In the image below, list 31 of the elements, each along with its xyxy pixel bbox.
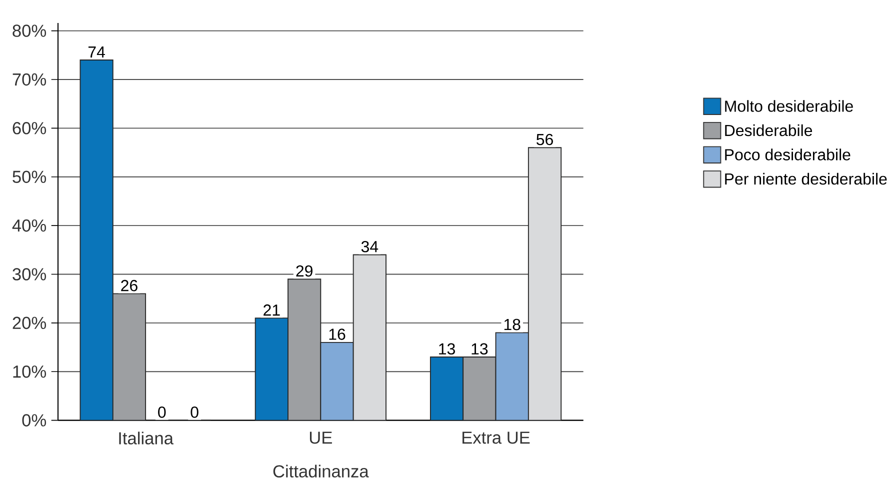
x-tick-label: UE: [310, 432, 332, 444]
y-tick-label: 10%: [13, 365, 46, 378]
bar: [352, 254, 386, 420]
x-axis-title: Cittadinanza: [273, 464, 369, 478]
data-label: 13: [472, 343, 488, 355]
y-tick-label: 20%: [12, 316, 46, 330]
data-label: 0: [158, 406, 166, 418]
x-tick-label: Italiana: [119, 432, 174, 444]
y-tick-label: 40%: [12, 219, 46, 232]
y-tick-label: 50%: [12, 170, 46, 183]
data-label: 26: [121, 280, 138, 292]
y-tick-label: 80%: [12, 24, 46, 37]
legend-label: Molto desiderabile: [725, 100, 853, 112]
data-label: 56: [536, 134, 553, 146]
data-label: 29: [296, 265, 312, 277]
data-label: 34: [361, 240, 378, 252]
y-tick-label: 60%: [12, 122, 46, 134]
data-label: 13: [439, 343, 455, 355]
legend-label: Poco desiderabile: [725, 148, 850, 160]
legend-label: Desiderabile: [725, 124, 812, 136]
data-label: 74: [88, 46, 105, 58]
data-label: 16: [329, 328, 346, 340]
data-label: 21: [264, 304, 280, 316]
legend-label: Per niente desiderabile: [725, 172, 887, 185]
bar: [528, 147, 562, 420]
y-tick-label: 70%: [12, 73, 46, 86]
data-label: 18: [504, 318, 520, 330]
y-tick-label: 30%: [12, 268, 46, 280]
x-tick-label: Extra UE: [462, 432, 530, 444]
data-label: 0: [190, 406, 198, 418]
y-tick-label: 0%: [22, 414, 46, 426]
